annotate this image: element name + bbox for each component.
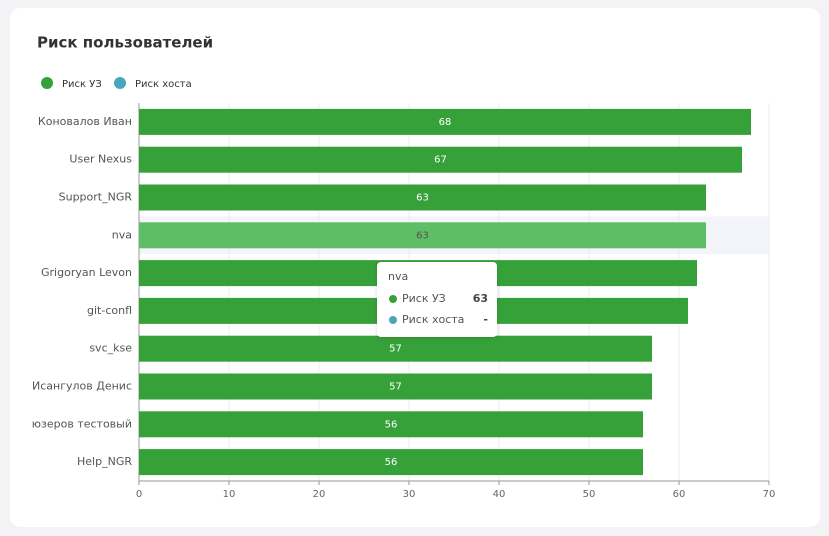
- y-tick-label: nva: [112, 228, 132, 241]
- tooltip-box: [377, 262, 497, 337]
- bar: [139, 146, 742, 173]
- value-label: 68: [439, 117, 452, 128]
- legend-label: Риск УЗ: [62, 79, 102, 90]
- y-tick-label: Support_NGR: [59, 191, 133, 204]
- bar: [139, 108, 751, 135]
- x-tick-label: 70: [763, 489, 776, 500]
- tooltip: nva Риск УЗ 63 Риск хоста -: [377, 262, 497, 337]
- x-tick-label: 20: [313, 489, 326, 500]
- value-label: 63: [416, 193, 429, 204]
- tooltip-swatch: [389, 295, 397, 303]
- y-tick-label: Grigoryan Levon: [41, 266, 132, 279]
- x-tick-label: 50: [583, 489, 596, 500]
- y-tick-label: Help_NGR: [77, 455, 132, 468]
- bar: [139, 373, 652, 400]
- x-tick-label: 40: [493, 489, 506, 500]
- tooltip-title: nva: [388, 270, 408, 283]
- bar: [139, 222, 706, 249]
- y-tick-label: Исангулов Денис: [32, 380, 132, 393]
- legend-swatch: [114, 77, 126, 89]
- x-tick-label: 10: [223, 489, 236, 500]
- bar: [139, 335, 652, 362]
- y-tick-label: юзеров тестовый: [32, 417, 132, 430]
- value-label: 56: [385, 457, 398, 468]
- y-tick-label: User Nexus: [69, 153, 132, 166]
- y-tick-label: Коновалов Иван: [38, 115, 132, 128]
- tooltip-swatch: [389, 316, 397, 324]
- x-tick-label: 60: [673, 489, 686, 500]
- bar: [139, 184, 706, 211]
- tooltip-value: 63: [473, 292, 488, 305]
- tooltip-value: -: [483, 313, 488, 326]
- value-label: 57: [389, 344, 402, 355]
- bar: [139, 449, 643, 476]
- value-label: 56: [385, 419, 398, 430]
- x-tick-label: 0: [136, 489, 142, 500]
- tooltip-name: Риск хоста: [402, 313, 464, 326]
- bar: [139, 411, 643, 438]
- value-label: 57: [389, 382, 402, 393]
- value-label: 67: [434, 155, 447, 166]
- x-tick-label: 30: [403, 489, 416, 500]
- legend-swatch: [41, 77, 53, 89]
- value-label: 63: [416, 230, 429, 241]
- chart-title: Риск пользователей: [37, 34, 213, 52]
- y-tick-label: svc_kse: [89, 342, 132, 355]
- legend-label: Риск хоста: [135, 79, 192, 90]
- y-tick-label: git-confl: [87, 304, 132, 317]
- tooltip-name: Риск УЗ: [402, 292, 446, 305]
